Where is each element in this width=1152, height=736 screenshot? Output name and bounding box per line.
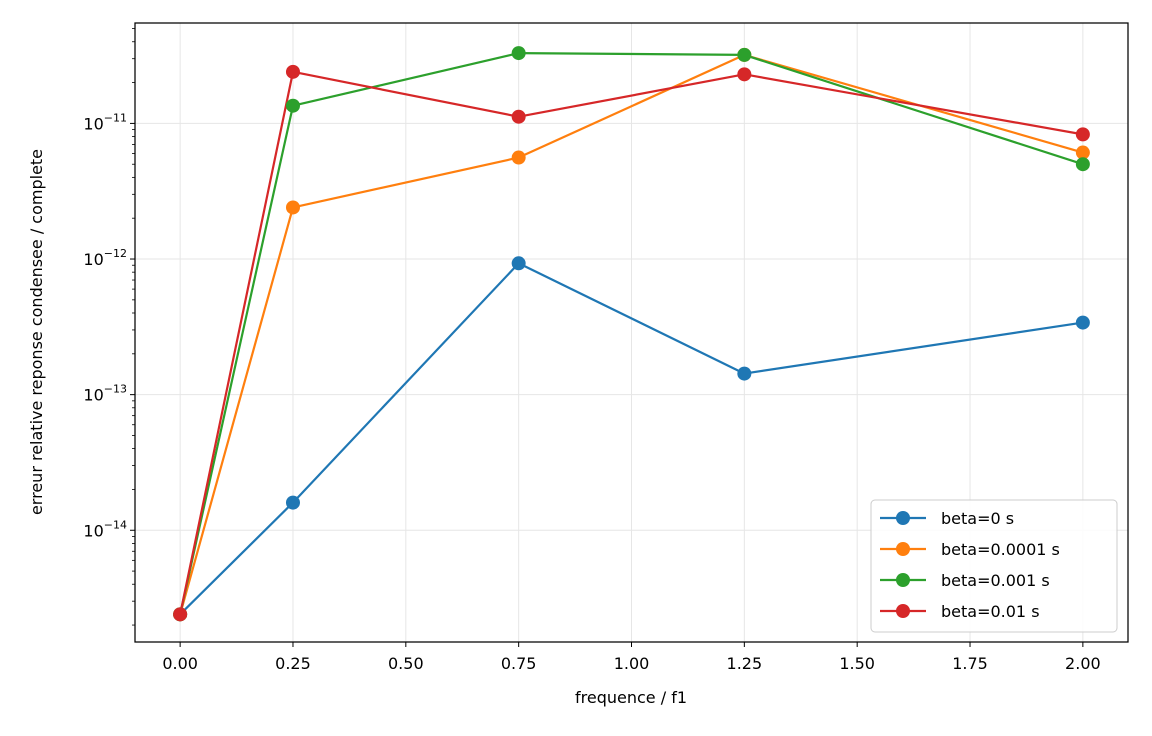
y-axis-title: erreur relative reponse condensee / comp… <box>27 149 46 515</box>
data-point <box>173 607 188 622</box>
x-tick-label: 1.25 <box>727 654 763 673</box>
data-point <box>511 150 526 165</box>
data-point <box>285 495 300 510</box>
x-tick-label: 1.00 <box>614 654 650 673</box>
series-layer <box>173 46 1090 622</box>
legend-marker <box>896 511 910 525</box>
data-point <box>511 46 526 61</box>
x-tick-label: 1.50 <box>839 654 875 673</box>
x-tick-label: 2.00 <box>1065 654 1101 673</box>
legend-box <box>870 499 1118 633</box>
data-point <box>737 47 752 62</box>
data-point <box>1075 127 1090 142</box>
legend-label: beta=0.001 s <box>941 571 1050 590</box>
legend: beta=0 s beta=0.0001 s beta=0.001 s beta=0.… <box>870 499 1118 633</box>
data-point <box>737 366 752 381</box>
legend-marker <box>896 542 910 556</box>
data-point <box>1075 145 1090 160</box>
y-tick-label: 10−13 <box>83 383 127 405</box>
y-tick-label: 10−14 <box>83 518 127 540</box>
x-tick-label: 1.75 <box>952 654 988 673</box>
x-axis-title: frequence / f1 <box>575 688 687 707</box>
y-tick-label: 10−12 <box>83 247 127 269</box>
x-tick-label: 0.25 <box>275 654 311 673</box>
legend-marker <box>896 604 910 618</box>
data-point <box>285 200 300 215</box>
y-axis: 10−14 10−13 10−12 10−11 <box>83 111 135 540</box>
legend-label: beta=0.0001 s <box>941 540 1060 559</box>
x-tick-label: 0.50 <box>388 654 424 673</box>
legend-label: beta=0 s <box>941 509 1014 528</box>
data-point <box>285 64 300 79</box>
data-point <box>1075 315 1090 330</box>
data-point <box>737 67 752 82</box>
x-axis: 0.00 0.25 0.50 0.75 1.00 1.25 1.50 1.75 2.00 <box>162 642 1101 673</box>
data-point <box>1075 157 1090 172</box>
y-tick-label: 10−11 <box>83 111 127 133</box>
legend-label: beta=0.01 s <box>941 602 1040 621</box>
legend-marker <box>896 573 910 587</box>
data-point <box>511 256 526 271</box>
x-tick-label: 0.75 <box>501 654 537 673</box>
data-point <box>285 98 300 113</box>
x-tick-label: 0.00 <box>162 654 198 673</box>
data-point <box>511 109 526 124</box>
